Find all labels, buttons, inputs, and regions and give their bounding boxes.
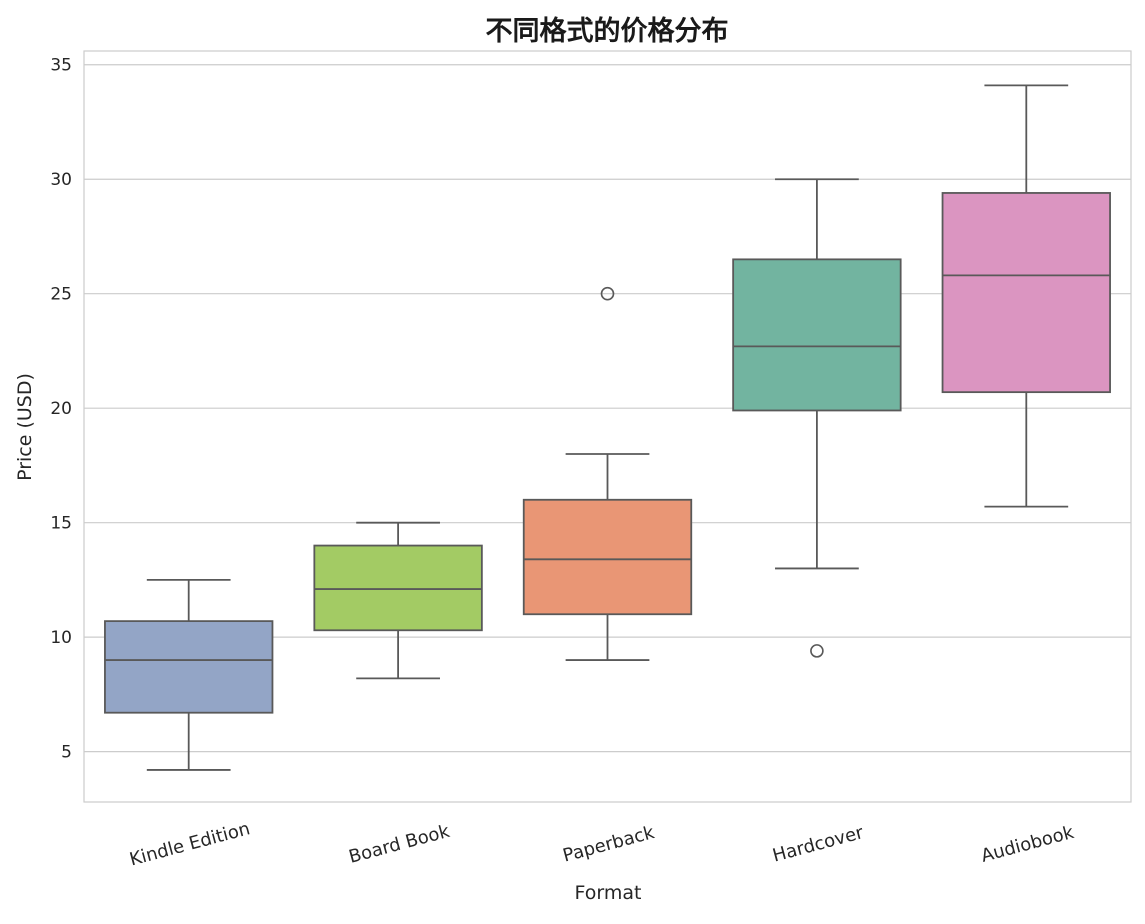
y-tick-label-35: 35 [50, 56, 72, 76]
box-series [104, 84, 1111, 771]
box-iqr [313, 544, 483, 632]
box-iqr [941, 192, 1111, 394]
box-group-3 [732, 178, 902, 658]
y-tick-label-10: 10 [50, 628, 72, 648]
y-tick-label-25: 25 [50, 285, 72, 305]
outlier-point-0 [600, 286, 615, 301]
y-tick-label-20: 20 [50, 399, 72, 419]
y-tick-labels: 5 10 15 20 25 30 35 [50, 56, 72, 763]
y-tick-label-5: 5 [61, 743, 72, 763]
x-axis-label: Format [575, 882, 642, 904]
box-group-1 [313, 521, 483, 680]
box-group-0 [104, 579, 274, 771]
y-tick-label-30: 30 [50, 170, 72, 190]
y-axis-label: Price (USD) [14, 373, 36, 481]
box-group-4 [941, 84, 1111, 508]
outlier-point-0 [810, 644, 824, 658]
box-iqr [732, 258, 902, 412]
y-tick-label-15: 15 [50, 514, 72, 534]
box-iqr [104, 620, 274, 714]
box-group-2 [522, 286, 693, 661]
box-iqr [522, 498, 693, 616]
plot-area-frame [83, 50, 1132, 803]
chart-title: 不同格式的价格分布 [486, 15, 729, 47]
